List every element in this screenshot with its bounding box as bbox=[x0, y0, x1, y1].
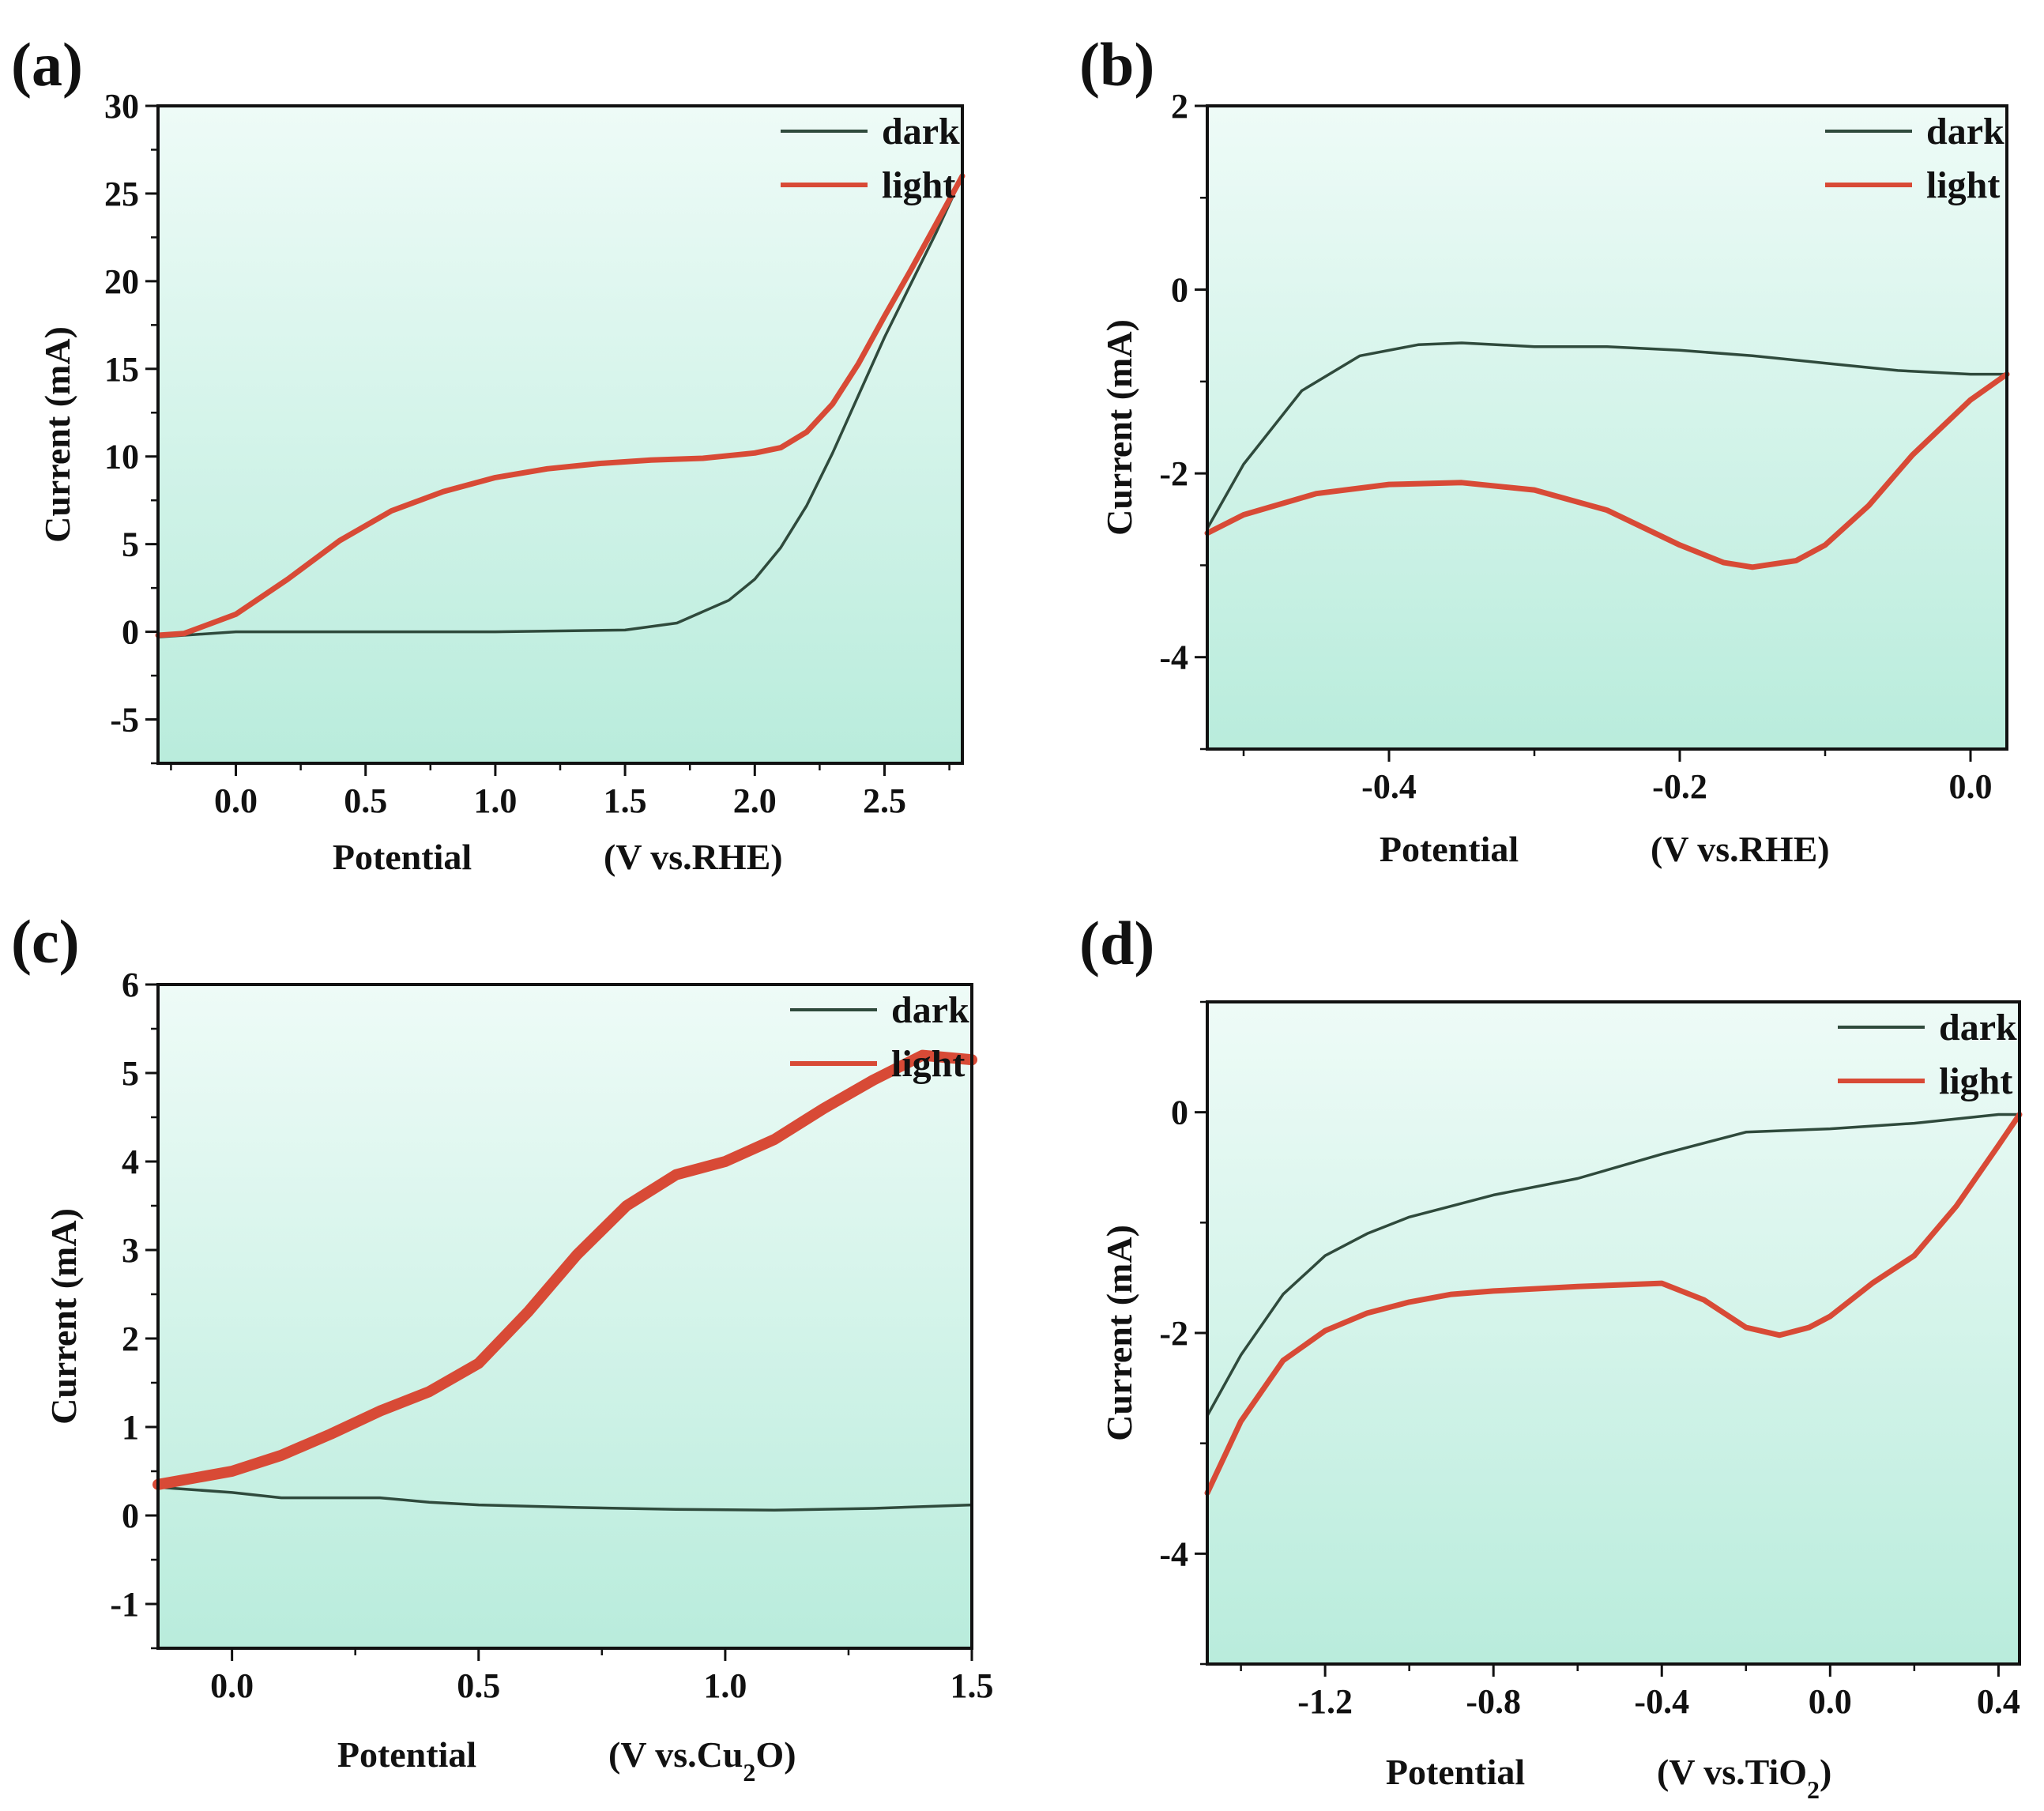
y-tick-label: 10 bbox=[104, 438, 139, 476]
x-axis-unit: (V vs.RHE) bbox=[604, 837, 783, 877]
y-tick-label: 5 bbox=[122, 1054, 139, 1093]
legend-label-dark: dark bbox=[1926, 111, 2004, 152]
x-tick-label: 0.0 bbox=[210, 1666, 254, 1705]
x-tick-label: 0.0 bbox=[1949, 767, 1993, 806]
legend-label-dark: dark bbox=[891, 989, 969, 1031]
y-tick-label: 5 bbox=[122, 525, 139, 564]
x-tick-label: 1.5 bbox=[950, 1666, 994, 1705]
panel-label: (d) bbox=[1079, 909, 1154, 977]
plot-area bbox=[1207, 1002, 2020, 1664]
x-tick-label: 1.5 bbox=[604, 781, 647, 820]
y-tick-label: 2 bbox=[1171, 87, 1188, 126]
x-tick-label: -0.2 bbox=[1652, 767, 1707, 806]
axes-frame bbox=[156, 983, 973, 1650]
y-tick-label: 6 bbox=[122, 966, 139, 1004]
y-tick-label: -1 bbox=[110, 1585, 139, 1624]
plot-area bbox=[1207, 106, 2007, 749]
y-tick-label: 25 bbox=[104, 175, 139, 213]
y-tick-label: 0 bbox=[122, 613, 139, 652]
x-axis-title: Potential bbox=[333, 837, 472, 877]
x-axis-title: Potential bbox=[1386, 1752, 1525, 1792]
x-tick-label: -0.4 bbox=[1361, 767, 1417, 806]
chart-panel-b: -0.4 -0.2 0.0 -4 -2 0 2 (b) Current (mA) Potentia… bbox=[1079, 30, 2010, 869]
x-tick-label: 0.5 bbox=[344, 781, 387, 820]
x-tick-label: 2.5 bbox=[863, 781, 906, 820]
x-tick-label: -0.4 bbox=[1634, 1682, 1689, 1721]
y-tick-label: -5 bbox=[110, 701, 139, 740]
y-axis-title: Current (mA) bbox=[1099, 319, 1139, 536]
y-tick-label: 1 bbox=[122, 1408, 139, 1447]
y-tick-label: -2 bbox=[1159, 1314, 1188, 1353]
y-axis-title: Current (mA) bbox=[43, 1208, 84, 1425]
x-tick-label: 2.0 bbox=[733, 781, 777, 820]
series-dark-line bbox=[156, 174, 964, 639]
chart-panel-c: 0.0 0.5 1.0 1.5 -1 0 1 2 3 4 5 6 (c) Current (mA) Pote… bbox=[11, 907, 994, 1787]
y-tick-label: -4 bbox=[1159, 1534, 1188, 1573]
y-tick-label: -4 bbox=[1159, 638, 1188, 677]
x-tick-label: 1.0 bbox=[703, 1666, 747, 1705]
y-tick-label: 20 bbox=[104, 262, 139, 301]
plot-area bbox=[158, 106, 962, 763]
panel-label: (b) bbox=[1079, 30, 1154, 99]
panel-label: (c) bbox=[11, 907, 80, 976]
x-tick-label: 0.5 bbox=[457, 1666, 500, 1705]
x-tick-label: 1.0 bbox=[473, 781, 517, 820]
y-tick-label: 4 bbox=[122, 1143, 139, 1181]
y-tick-label: 0 bbox=[122, 1497, 139, 1535]
y-tick-label: 15 bbox=[104, 350, 139, 389]
x-tick-label: 0.4 bbox=[1977, 1682, 2020, 1721]
y-tick-label: 0 bbox=[1171, 271, 1188, 310]
y-tick-label: 3 bbox=[122, 1231, 139, 1270]
y-tick-label: -2 bbox=[1159, 454, 1188, 493]
series-light-line bbox=[152, 1049, 977, 1490]
series-dark-line bbox=[1206, 1113, 2021, 1418]
x-tick-label: 0.0 bbox=[214, 781, 258, 820]
legend-label-light: light bbox=[882, 164, 955, 206]
x-axis-unit: (V vs.RHE) bbox=[1651, 829, 1830, 869]
plot-area bbox=[158, 985, 972, 1648]
series-dark-line bbox=[156, 1485, 973, 1512]
y-axis-title: Current (mA) bbox=[1099, 1225, 1139, 1441]
x-tick-label: -1.2 bbox=[1297, 1682, 1353, 1721]
legend-label-dark: dark bbox=[1939, 1007, 2017, 1049]
panel-label: (a) bbox=[11, 30, 83, 99]
legend-label-light: light bbox=[1926, 164, 2000, 206]
chart-panel-d: -1.2 -0.8 -0.4 0.0 0.4 -4 -2 0 (d) Current (mA) Po… bbox=[1079, 909, 2023, 1804]
x-axis-unit: (V vs.TiO2) bbox=[1657, 1752, 1831, 1804]
y-axis-title: Current (mA) bbox=[37, 326, 77, 543]
series-dark-line bbox=[1206, 341, 2008, 530]
y-tick-label: 0 bbox=[1171, 1094, 1188, 1132]
series-light-line bbox=[1204, 371, 2010, 570]
x-tick-label: -0.8 bbox=[1466, 1682, 1521, 1721]
chart-panel-a: 0.0 0.5 1.0 1.5 2.0 2.5 -5 0 5 10 15 20 25 30 (a) Curre… bbox=[11, 30, 966, 877]
y-tick-label: 2 bbox=[122, 1320, 139, 1358]
axes-frame bbox=[1206, 104, 2008, 751]
x-axis-title: Potential bbox=[337, 1734, 476, 1775]
y-tick-label: 30 bbox=[104, 87, 139, 126]
x-axis-unit: (V vs.Cu2O) bbox=[608, 1734, 796, 1787]
legend-label-dark: dark bbox=[882, 111, 960, 152]
legend-label-light: light bbox=[891, 1043, 965, 1085]
series-light-line bbox=[155, 173, 966, 638]
legend-label-light: light bbox=[1939, 1060, 2012, 1102]
x-tick-label: 0.0 bbox=[1809, 1682, 1852, 1721]
x-axis-title: Potential bbox=[1380, 829, 1519, 869]
series-light-line bbox=[1204, 1112, 2023, 1496]
